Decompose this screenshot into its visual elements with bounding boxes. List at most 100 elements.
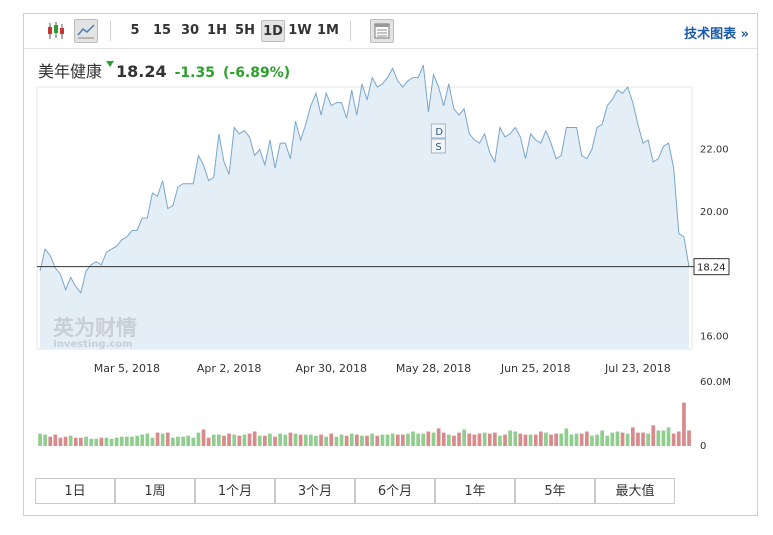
volume-bar <box>477 433 482 446</box>
interval-30[interactable]: 30 <box>180 23 200 38</box>
volume-bar <box>273 436 277 446</box>
interval-15[interactable]: 15 <box>152 23 172 38</box>
volume-bar <box>252 431 257 446</box>
volume-bar <box>135 435 139 446</box>
volume-bar <box>539 431 543 446</box>
volume-bar <box>73 437 78 446</box>
range-1-week[interactable]: 1周 <box>115 478 195 504</box>
volume-bar <box>390 433 395 446</box>
range-3-months[interactable]: 3个月 <box>275 478 355 504</box>
range-1-day[interactable]: 1日 <box>35 478 115 504</box>
candlestick-chart-icon[interactable] <box>44 19 68 43</box>
range-1-month[interactable]: 1个月 <box>195 478 275 504</box>
volume-bar <box>447 434 451 446</box>
volume-bar <box>452 435 456 446</box>
volume-bar <box>549 434 553 446</box>
volume-bar <box>268 433 272 446</box>
chart-layout-icon[interactable] <box>370 19 394 43</box>
volume-bar <box>493 432 497 446</box>
volume-bar <box>257 435 262 446</box>
volume-bar <box>482 432 487 446</box>
volume-bar <box>523 434 528 446</box>
range-5-years[interactable]: 5年 <box>515 478 595 504</box>
x-axis-tick-label: May 28, 2018 <box>396 362 471 375</box>
dividend-marker-label: D <box>435 127 443 138</box>
technical-chart-link[interactable]: 技术图表 » <box>684 27 749 42</box>
dividend-marker[interactable] <box>430 123 446 139</box>
volume-bar <box>247 433 252 446</box>
volume-bar <box>109 438 114 446</box>
volume-bar <box>48 436 53 446</box>
range-1-year[interactable]: 1年 <box>435 478 515 504</box>
volume-bar <box>590 435 594 446</box>
volume-axis-max-label: 60.0M <box>700 377 731 388</box>
volume-bar <box>472 434 477 446</box>
volume-bar <box>237 435 242 446</box>
volume-bar <box>600 430 604 446</box>
volume-bar <box>666 427 671 446</box>
volume-bar <box>53 434 58 446</box>
interval-5[interactable]: 5 <box>130 23 140 38</box>
volume-bar <box>395 434 400 446</box>
volume-bar <box>278 433 282 446</box>
volume-bar <box>211 434 216 446</box>
volume-bar <box>309 434 313 446</box>
volume-bar <box>119 436 124 446</box>
volume-bar <box>355 434 359 446</box>
interval-1h[interactable]: 1H <box>207 23 227 38</box>
y-axis-tick-label: 22.00 <box>700 144 729 155</box>
line-chart-icon[interactable] <box>74 19 98 43</box>
volume-bar <box>625 433 630 446</box>
volume-bar <box>201 429 206 446</box>
chart-widget: 5 15 30 1H 5H 1D 1W 1M 技术图表 » 美年健康 18.24-… <box>23 13 758 516</box>
x-axis-tick-label: Apr 2, 2018 <box>197 362 262 375</box>
volume-bar <box>564 428 569 446</box>
volume-bar <box>636 432 640 446</box>
volume-bar <box>303 434 308 446</box>
volume-bar <box>165 432 170 446</box>
volume-bar <box>436 428 441 446</box>
price-change-percent: (-6.89%) <box>222 65 291 81</box>
volume-bar <box>324 436 328 446</box>
volume-bar <box>641 432 645 446</box>
volume-bar <box>411 431 415 446</box>
volume-bar <box>217 434 221 446</box>
price-change: -1.35 <box>174 65 215 81</box>
volume-bar <box>288 432 293 446</box>
interval-1d[interactable]: 1D <box>261 20 285 42</box>
volume-bar <box>579 433 584 446</box>
volume-bar <box>518 433 523 446</box>
volume-bar <box>232 434 237 446</box>
volume-bar <box>334 436 339 446</box>
volume-bar <box>349 433 354 446</box>
volume-bar <box>406 433 410 446</box>
last-price: 18.24 <box>116 62 167 81</box>
interval-1m[interactable]: 1M <box>317 23 339 38</box>
volume-bar <box>155 432 160 446</box>
volume-bar <box>191 437 196 446</box>
volume-bar <box>671 433 676 446</box>
interval-1w[interactable]: 1W <box>288 23 312 38</box>
volume-bar <box>89 438 93 446</box>
volume-bar <box>610 432 615 446</box>
volume-bar <box>533 434 538 446</box>
volume-bar <box>513 431 518 446</box>
volume-bar <box>242 434 247 446</box>
range-6-months[interactable]: 6个月 <box>355 478 435 504</box>
volume-bar <box>125 436 129 446</box>
range-max[interactable]: 最大值 <box>595 478 675 504</box>
volume-bar <box>687 430 691 446</box>
volume-bar <box>426 431 431 446</box>
volume-bar <box>176 436 180 446</box>
split-marker[interactable] <box>430 138 446 154</box>
volume-bar <box>104 437 109 446</box>
interval-5h[interactable]: 5H <box>235 23 255 38</box>
x-axis-tick-label: Jun 25, 2018 <box>500 362 571 375</box>
last-price-tag <box>693 258 730 276</box>
volume-bar <box>360 435 364 446</box>
volume-bar <box>196 432 201 446</box>
volume-bar <box>63 436 68 446</box>
volume-bar <box>186 435 191 446</box>
volume-bar <box>462 429 466 446</box>
